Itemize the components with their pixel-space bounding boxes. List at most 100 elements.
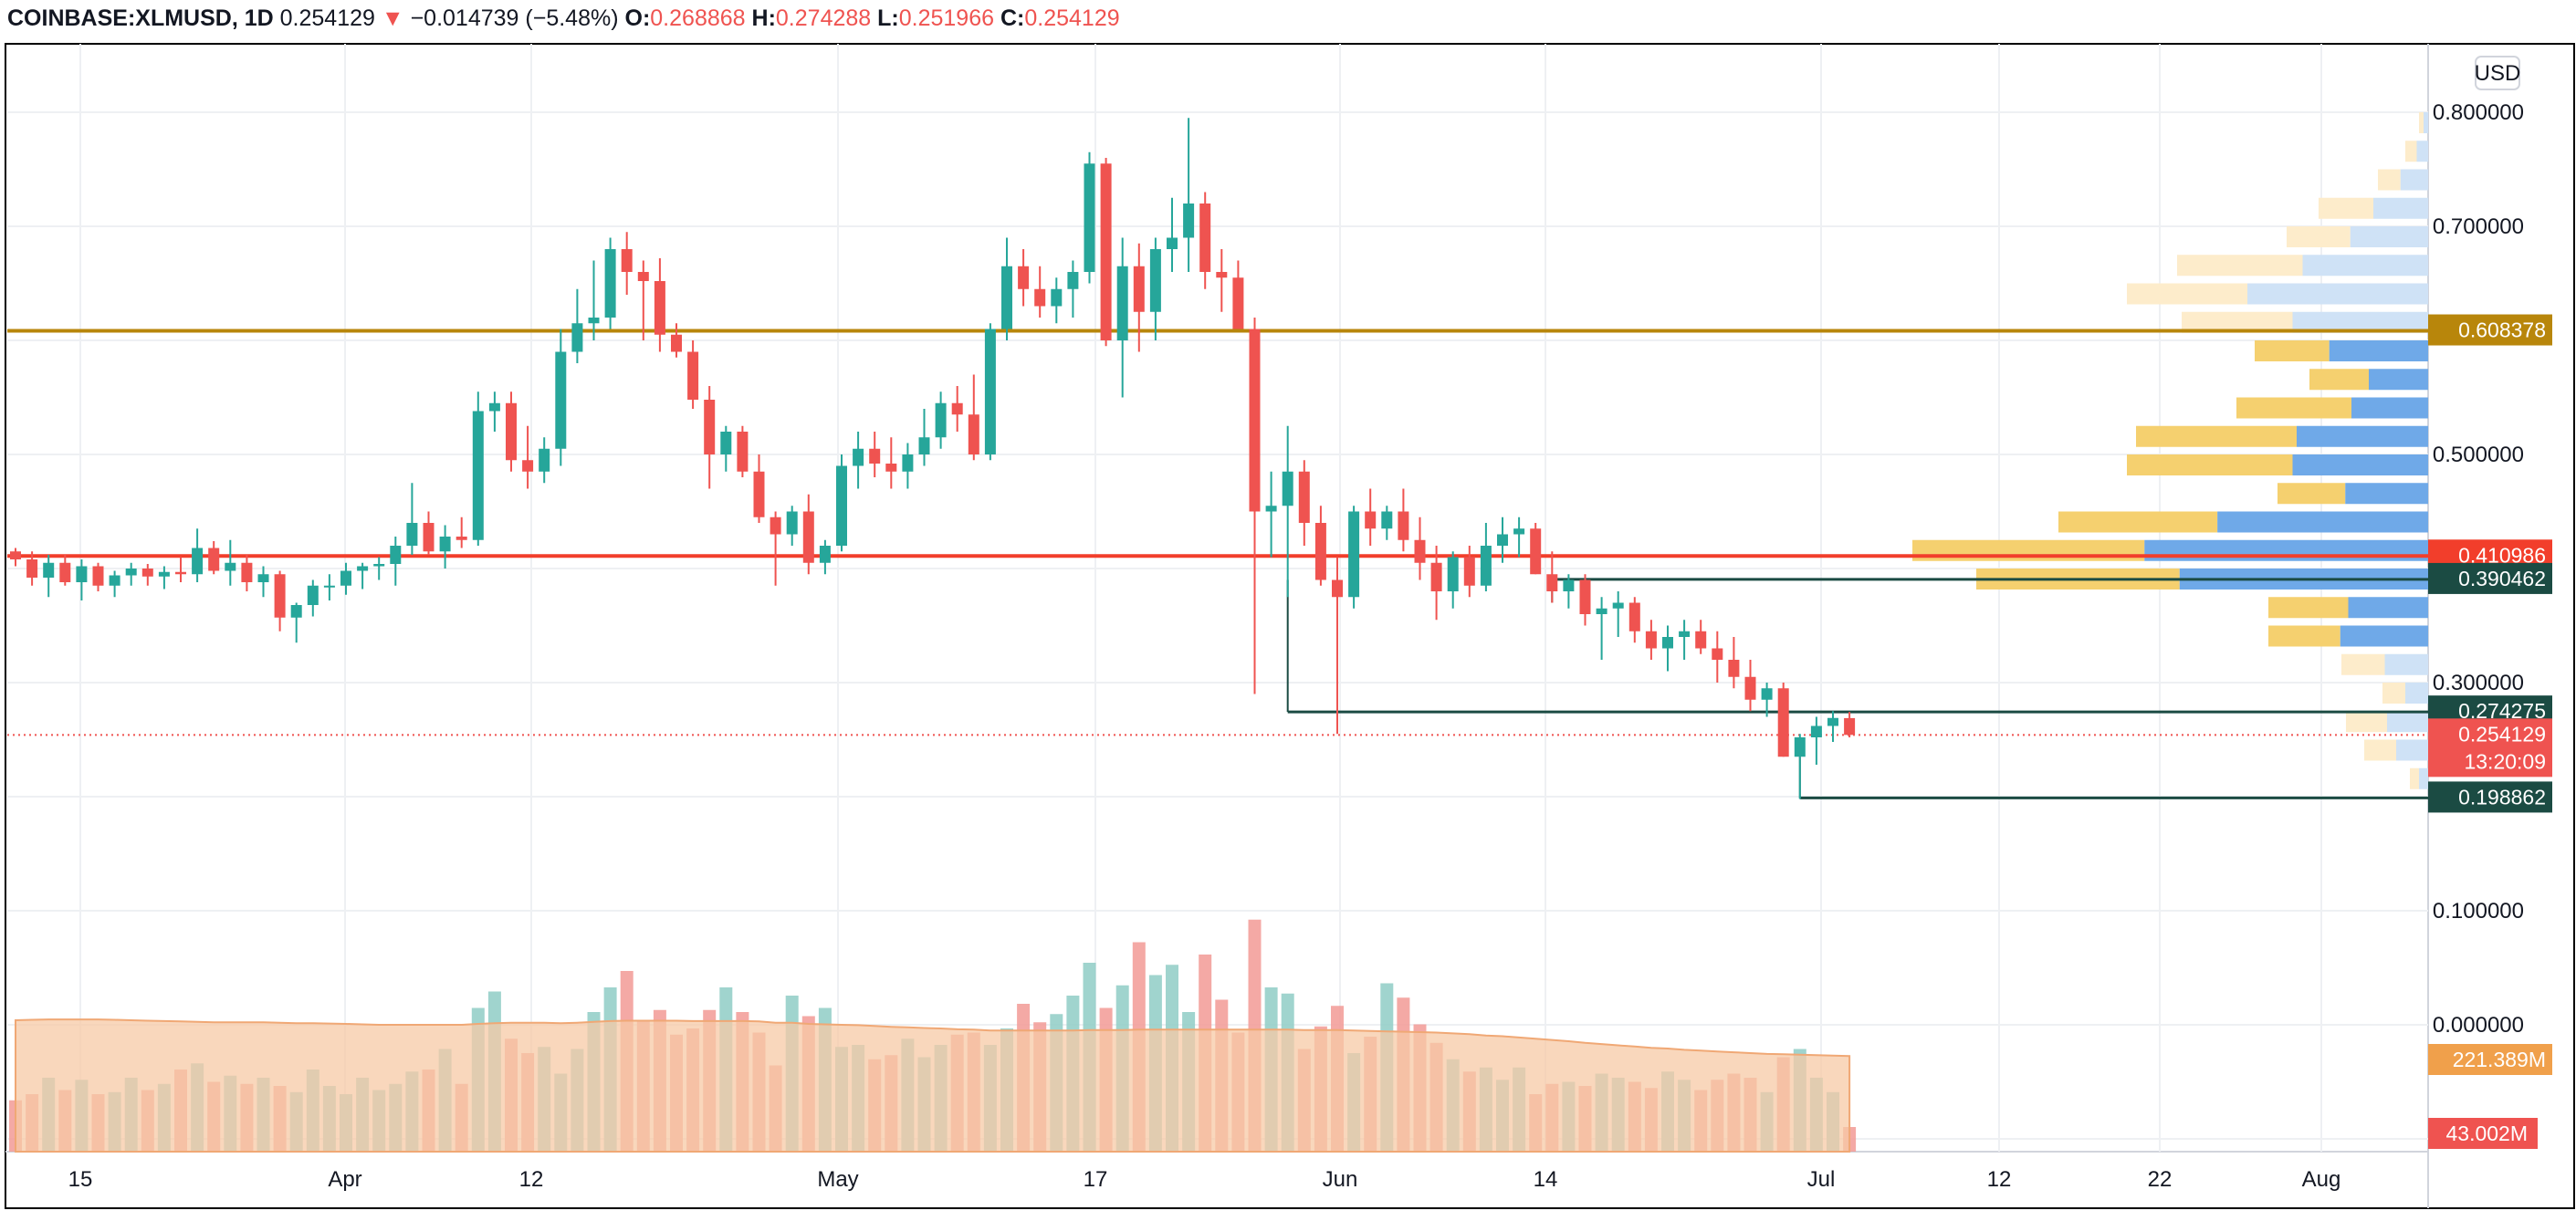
candle-body (571, 323, 583, 352)
candle-body (753, 471, 765, 517)
low-label: L: (877, 5, 899, 31)
candle-body (720, 432, 732, 454)
volume-profile-bar-up (2247, 283, 2428, 305)
candle-body (141, 569, 153, 577)
candle-body (76, 566, 88, 582)
candle-body (555, 351, 567, 449)
level-tag-text: 0.608378 (2458, 318, 2546, 342)
candle-body (654, 281, 665, 335)
candle-body (671, 334, 682, 352)
candle-body (1430, 562, 1442, 591)
candle-body (1133, 266, 1145, 312)
volume-profile-bar-up (2348, 597, 2428, 619)
time-tick-label: Jul (1807, 1167, 1836, 1192)
price-axis[interactable]: 0.800000 0.700000 0.500000 0.300000 0.100000… (2433, 100, 2524, 1038)
time-tick-label: Aug (2302, 1167, 2341, 1192)
volume-profile-bar-down (2182, 311, 2293, 333)
volume-profile-bar-down (2236, 397, 2351, 419)
current-volume-tag-text: 43.002M (2445, 1122, 2528, 1145)
time-tick-label: May (817, 1167, 858, 1192)
candle-body (373, 564, 385, 567)
price-tick-label: 0.300000 (2433, 671, 2524, 695)
candle-body (1232, 277, 1244, 329)
candle-body (290, 605, 302, 618)
candle-body (1463, 557, 1475, 586)
price-tick-label: 0.500000 (2433, 443, 2524, 467)
candle-body (802, 511, 814, 563)
candle-body (819, 546, 831, 563)
symbol-label[interactable]: COINBASE:XLMUSD, 1D (7, 5, 274, 31)
volume-profile-bar-down (2419, 112, 2424, 133)
candle-body (902, 454, 914, 472)
volume-profile-bar-down (1912, 539, 2145, 561)
volume-profile-bar-down (2309, 369, 2369, 391)
candle-body (1298, 471, 1310, 523)
price-tick-label: 0.800000 (2433, 100, 2524, 125)
candlesticks (10, 118, 1856, 799)
candle-body (984, 329, 996, 454)
candle-body (687, 351, 699, 400)
candle-body (1712, 648, 1723, 660)
volume-profile (1912, 112, 2428, 789)
candle-body (1596, 608, 1607, 614)
last-price-tag-text: 13:20:09 (2464, 749, 2546, 773)
price-tick-label: 0.100000 (2433, 899, 2524, 924)
candle-body (1381, 511, 1393, 529)
candle-body (1546, 574, 1558, 591)
candle-body (1679, 631, 1691, 637)
candle-body (1067, 272, 1079, 289)
volume-profile-bar-up (2217, 511, 2428, 533)
candle-body (1199, 204, 1211, 272)
candle-body (1332, 579, 1343, 598)
volume-profile-bar-up (2424, 112, 2428, 133)
candle-body (1348, 511, 1360, 598)
current-volume-tag (2428, 1118, 2538, 1149)
candle-body (92, 566, 104, 586)
candle-body (968, 414, 979, 454)
candle-body (1034, 288, 1046, 307)
high-label: H: (751, 5, 776, 31)
candle-body (885, 464, 897, 472)
volume-profile-bar-down (2378, 169, 2401, 191)
open-value: 0.268868 (650, 5, 746, 31)
ray-tag-text: 0.198862 (2458, 785, 2546, 809)
candle-body (390, 546, 402, 564)
volume-profile-bar-down (2058, 511, 2218, 533)
last-price-value: 0.254129 (279, 5, 375, 31)
volume-profile-bar-up (2405, 683, 2428, 704)
volume-profile-bar-down (2127, 454, 2293, 475)
time-axis[interactable]: 15 Apr 12 May 17 Jun 14 Jul 12 22 Aug (68, 1167, 2341, 1192)
currency-button[interactable] (2475, 56, 2520, 90)
candle-body (704, 400, 716, 454)
volume-profile-bar-up (2351, 397, 2428, 419)
candle-body (588, 318, 600, 324)
volume-profile-bar-up (2400, 169, 2428, 191)
candle-body (10, 551, 21, 559)
ray-tag (2428, 781, 2552, 813)
volume-profile-bar-up (2384, 653, 2428, 675)
candle-body (1100, 163, 1112, 340)
volume-profile-bar-up (2302, 255, 2428, 277)
candle-body (1398, 511, 1409, 540)
candle-body (1844, 717, 1856, 736)
candle-body (1695, 631, 1707, 649)
candle-body (1563, 579, 1575, 591)
candle-body (1314, 523, 1326, 580)
candle-body (208, 548, 220, 571)
candle-body (357, 566, 369, 571)
candle-body (1761, 688, 1773, 700)
price-levels[interactable] (7, 329, 2428, 799)
chart-legend-header: COINBASE:XLMUSD, 1D 0.254129 ▼ −0.014739… (7, 0, 1120, 37)
volume-profile-bar-down (2405, 141, 2417, 162)
candle-body (786, 511, 798, 535)
last-price-tag-text: 0.254129 (2458, 722, 2546, 746)
candle-body (59, 562, 71, 582)
candle-body (604, 249, 616, 318)
candle-body (737, 432, 749, 472)
open-label: O: (624, 5, 651, 31)
candle-body (539, 448, 550, 472)
volume-profile-bar-up (2396, 739, 2428, 761)
time-tick-label: Jun (1323, 1167, 1358, 1192)
candle-body (1480, 546, 1492, 586)
